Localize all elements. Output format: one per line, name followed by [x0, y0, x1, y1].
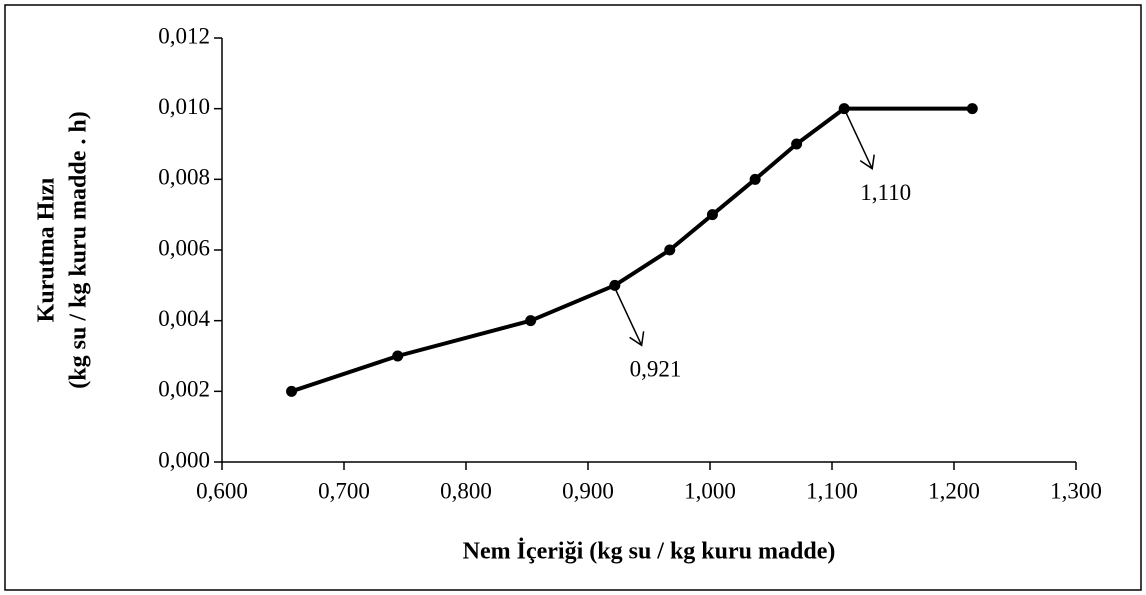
y-tick-label: 0,006: [158, 235, 210, 260]
line: [290, 106, 973, 394]
marker: [966, 103, 978, 115]
marker: [749, 173, 761, 185]
marker: [392, 350, 404, 362]
x-tick-label: 0,600: [196, 478, 248, 503]
marker: [791, 138, 803, 150]
y-tick-label: 0,000: [158, 447, 210, 472]
y-axis-title: Kurutma Hızı: [34, 177, 60, 322]
x-tick-label: 1,300: [1050, 478, 1102, 503]
y-axis-title: (kg su / kg kuru madde . h): [66, 111, 92, 388]
marker: [706, 209, 718, 221]
marker: [525, 315, 537, 327]
x-tick-label: 0,700: [318, 478, 370, 503]
marker: [609, 279, 621, 291]
y-tick-label: 0,008: [158, 165, 210, 190]
x-tick-label: 1,200: [928, 478, 980, 503]
marker: [664, 244, 676, 256]
y-tick-label: 0,010: [158, 94, 210, 119]
annotation-arrow: [612, 285, 645, 347]
y-tick-label: 0,012: [158, 23, 210, 48]
annotation: 1,110: [860, 180, 911, 205]
x-axis-title: Nem İçeriği (kg su / kg kuru madde): [463, 539, 836, 565]
x-tick-label: 1,100: [806, 478, 858, 503]
annotation-arrow: [843, 108, 875, 170]
x-tick-label: 0,900: [562, 478, 614, 503]
annotation: 0,921: [630, 357, 682, 382]
y-tick-label: 0,002: [158, 377, 210, 402]
x-tick-label: 1,000: [684, 478, 736, 503]
y-tick-label: 0,004: [158, 306, 210, 331]
marker: [286, 385, 298, 397]
frame: [4, 4, 1142, 591]
x-tick-label: 0,800: [440, 478, 492, 503]
